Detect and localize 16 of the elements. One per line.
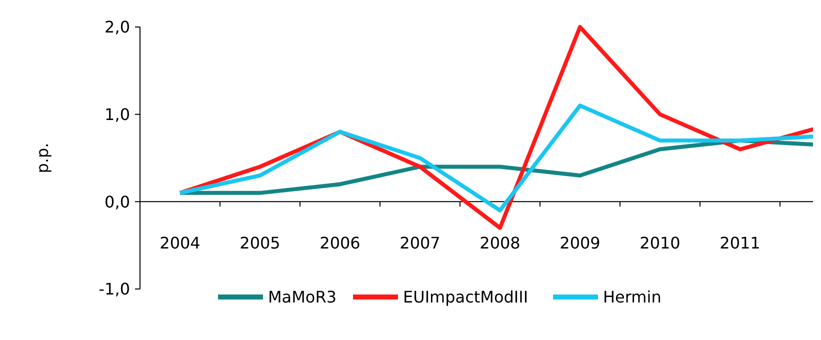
y-tick-label: -1,0 bbox=[98, 280, 130, 299]
y-tick-label: 0,0 bbox=[104, 192, 130, 212]
x-tick-label: 2008 bbox=[480, 234, 520, 253]
x-tick-label: 2011 bbox=[720, 234, 760, 253]
y-axis-title: p.p. bbox=[33, 142, 52, 174]
x-tick-label: 2006 bbox=[320, 234, 360, 253]
y-tick-label: 2,0 bbox=[104, 18, 130, 37]
y-tick-label: 1,0 bbox=[104, 104, 130, 124]
x-tick-label: 2005 bbox=[240, 234, 280, 253]
x-tick-label: 2009 bbox=[560, 234, 600, 253]
x-tick-label: 2007 bbox=[400, 234, 440, 253]
legend-label: Hermin bbox=[603, 288, 662, 307]
legend-label: MaMoR3 bbox=[268, 288, 336, 307]
x-tick-label: 2010 bbox=[640, 234, 680, 253]
x-tick-label: 2004 bbox=[160, 234, 200, 253]
legend-label: EUImpactModIII bbox=[403, 288, 528, 307]
